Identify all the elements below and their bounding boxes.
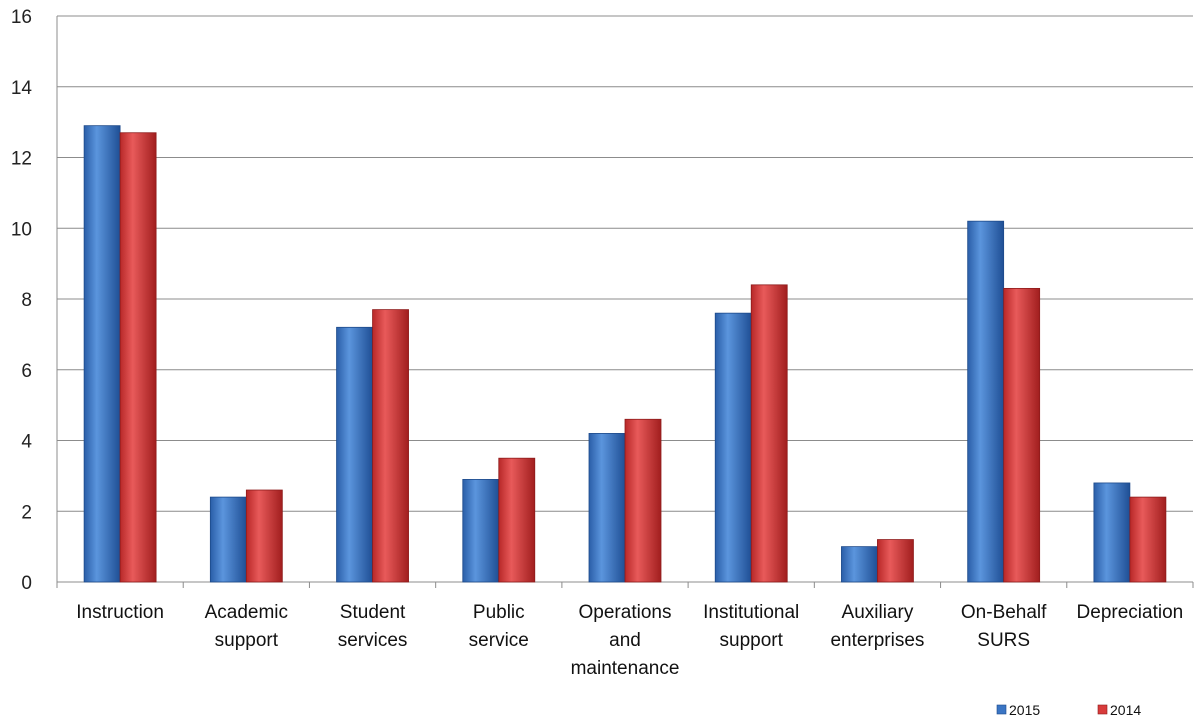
bar-2015-6	[841, 546, 878, 583]
legend: 2015 2014	[996, 702, 1141, 718]
bar-2015-5	[714, 312, 752, 583]
y-tick-label: 12	[11, 149, 32, 170]
legend-swatch-2014	[1097, 704, 1108, 715]
bar-2015-4	[588, 433, 626, 583]
y-tick-label: 8	[21, 290, 32, 311]
x-category-label: SURS	[977, 630, 1030, 651]
x-category-label: support	[215, 630, 279, 651]
legend-label-2015: 2015	[1009, 702, 1040, 718]
y-tick-label: 14	[11, 78, 33, 99]
bar-2014-6	[877, 539, 914, 583]
bar-2015-3	[462, 479, 500, 583]
bar-2014-0	[119, 132, 157, 583]
bar-2014-1	[245, 489, 283, 583]
x-category-label: maintenance	[571, 658, 680, 679]
bar-2014-8	[1129, 496, 1167, 583]
y-tick-label: 6	[21, 361, 32, 382]
x-category-label: Operations	[579, 602, 672, 623]
x-category-label: service	[469, 630, 529, 651]
bar-2014-7	[1003, 287, 1041, 583]
bar-2015-1	[209, 496, 247, 583]
y-tick-label: 2	[21, 502, 32, 523]
gridlines	[57, 15, 1193, 512]
x-category-label: On-Behalf	[961, 602, 1047, 623]
x-category-label: Student	[340, 602, 406, 623]
x-category-label: Auxiliary	[842, 602, 914, 623]
x-category-label: support	[720, 630, 784, 651]
bar-2014-5	[750, 284, 788, 583]
x-category-label: Instruction	[76, 602, 164, 623]
bar-2015-2	[336, 326, 373, 583]
x-category-label: Depreciation	[1077, 602, 1184, 623]
x-axis-category-labels: Instruction Academic support Student service…	[76, 602, 1183, 679]
bar-2015-0	[83, 125, 121, 583]
bar-2014-4	[624, 418, 662, 583]
legend-swatch-2015	[996, 704, 1007, 715]
bar-2015-8	[1093, 482, 1131, 583]
x-category-label: Public	[473, 602, 525, 623]
legend-label-2014: 2014	[1110, 702, 1141, 718]
y-tick-label: 10	[11, 219, 32, 240]
x-category-label: Institutional	[703, 602, 799, 623]
bars	[83, 125, 1167, 583]
x-category-label: and	[609, 630, 641, 651]
x-category-label: Academic	[205, 602, 288, 623]
bar-2015-7	[967, 220, 1005, 583]
bar-2014-3	[498, 457, 536, 583]
y-tick-label: 0	[21, 573, 32, 594]
y-tick-label: 4	[21, 432, 32, 453]
x-category-label: enterprises	[830, 630, 924, 651]
x-category-label: services	[338, 630, 408, 651]
y-tick-label: 16	[11, 7, 32, 28]
y-axis-tick-labels: 0 2 4 6 8 10 12 14 16	[11, 7, 33, 594]
bar-2014-2	[372, 309, 409, 583]
